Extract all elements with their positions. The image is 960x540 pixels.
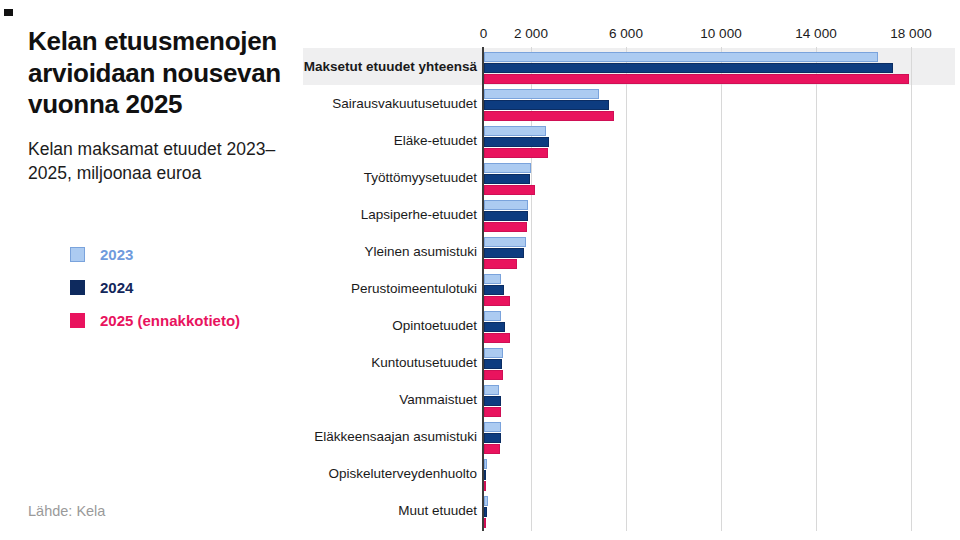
bar-2024 — [484, 211, 529, 221]
bar-2025 — [484, 296, 510, 306]
category-label: Kuntoutusetuudet — [300, 355, 477, 370]
bar-2024 — [484, 433, 502, 443]
bar-2024 — [484, 470, 486, 480]
category-label: Eläke-etuudet — [300, 133, 477, 148]
category-label: Opintoetuudet — [300, 318, 477, 333]
bar-2023 — [484, 459, 487, 469]
bar-2025 — [484, 518, 486, 528]
category-label: Eläkkeensaajan asumistuki — [300, 429, 477, 444]
x-axis-tick-label: 0 — [480, 26, 488, 41]
bar-2023 — [484, 52, 878, 62]
bar-2025 — [484, 222, 528, 232]
bar-2023 — [484, 126, 547, 136]
bar-2023 — [484, 496, 488, 506]
category-label: Perustoimeentulotuki — [300, 281, 477, 296]
bar-2025 — [484, 407, 502, 417]
x-axis-tick-label: 10 000 — [700, 26, 741, 41]
category-label: Lapsiperhe-etuudet — [300, 207, 477, 222]
bar-2025 — [484, 481, 486, 491]
bar-2023 — [484, 89, 599, 99]
bar-2024 — [484, 100, 610, 110]
x-axis-tick-label: 6 000 — [609, 26, 643, 41]
category-label: Yleinen asumistuki — [300, 244, 477, 259]
bar-2023 — [484, 348, 503, 358]
category-label: Muut etuudet — [300, 503, 477, 518]
bar-2024 — [484, 359, 503, 369]
bar-2025 — [484, 370, 503, 380]
bar-2023 — [484, 274, 502, 284]
bar-2025 — [484, 74, 909, 84]
x-axis-tick-label: 14 000 — [795, 26, 836, 41]
bar-2024 — [484, 396, 501, 406]
bar-2025 — [484, 148, 548, 158]
category-label: Sairausvakuutusetuudet — [300, 96, 477, 111]
bar-2024 — [484, 63, 894, 73]
gridline — [721, 47, 722, 531]
bar-2025 — [484, 333, 510, 343]
gridline — [911, 47, 912, 531]
bar-2023 — [484, 311, 501, 321]
bar-2023 — [484, 422, 501, 432]
x-axis-tick-label: 18 000 — [890, 26, 931, 41]
bar-2023 — [484, 163, 532, 173]
gridline — [816, 47, 817, 531]
bar-2023 — [484, 237, 526, 247]
bar-2024 — [484, 507, 487, 517]
bar-2024 — [484, 322, 505, 332]
kela-benefits-infographic: Kelan etuusmenojen arvioidaan nousevan v… — [0, 0, 960, 540]
category-label: Opiskeluterveydenhuolto — [300, 466, 477, 481]
bar-2024 — [484, 174, 530, 184]
bar-2025 — [484, 185, 536, 195]
bar-2025 — [484, 444, 500, 454]
bar-2023 — [484, 385, 499, 395]
gridline — [626, 47, 627, 531]
category-label: Työttömyysetuudet — [300, 170, 477, 185]
bar-2025 — [484, 259, 517, 269]
bar-2023 — [484, 200, 528, 210]
bar-2024 — [484, 137, 549, 147]
bar-2025 — [484, 111, 615, 121]
category-label: Maksetut etuudet yhteensä — [300, 59, 477, 74]
x-axis-tick-label: 2 000 — [514, 26, 548, 41]
category-label: Vammaistuet — [300, 392, 477, 407]
bar-2024 — [484, 248, 525, 258]
bar-2024 — [484, 285, 505, 295]
bar-chart: 0 2 000 6 000 10 000 14 000 18 000 Maksetut et… — [0, 0, 960, 540]
